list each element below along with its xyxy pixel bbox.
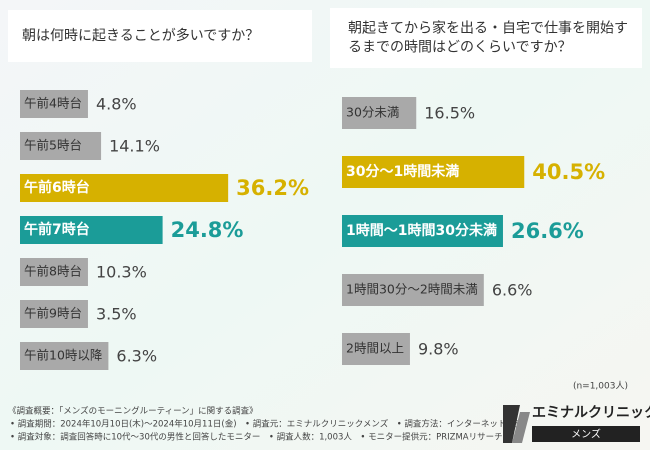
value-label: 6.6% [492, 281, 533, 300]
sample-note: (n=1,003人) [573, 381, 628, 392]
value-label: 40.5% [532, 160, 605, 184]
bar [342, 274, 484, 306]
category-label: 午前9時台 [24, 306, 82, 321]
value-label: 24.8% [171, 218, 244, 242]
category-label: 1時間～1時間30分未満 [346, 222, 497, 239]
bar [20, 300, 88, 328]
logo-icon [503, 405, 520, 443]
category-label: 午前7時台 [24, 221, 90, 238]
bar [20, 342, 109, 370]
logo-name: エミナルクリニック [532, 405, 650, 421]
bar [342, 156, 525, 188]
footer-heading: 《調査概要：「メンズのモーニングルーティーン」に関する調査》 [8, 406, 258, 417]
category-label: 午前10時以降 [24, 348, 103, 363]
value-label: 26.6% [511, 219, 584, 243]
logo-icon [512, 412, 530, 443]
category-label: 午前8時台 [24, 264, 82, 279]
bar [342, 215, 503, 247]
value-label: 36.2% [236, 176, 309, 200]
category-label: 1時間30分～2時間未満 [346, 282, 478, 297]
bar [20, 174, 229, 202]
logo-sub-box [532, 426, 640, 442]
title-box [8, 10, 312, 62]
value-label: 16.5% [424, 104, 475, 123]
value-label: 6.3% [116, 347, 157, 366]
category-label: 午前4時台 [24, 96, 82, 111]
bar [342, 97, 417, 129]
bar [20, 258, 88, 286]
bar [20, 90, 88, 118]
category-label: 午前5時台 [24, 138, 82, 153]
logo: エミナルクリニック メンズ [503, 405, 650, 443]
footer-line: • 調査対象：調査回答時に10代～30代の男性と回答したモニター • 調査人数：… [10, 432, 503, 443]
category-label: 2時間以上 [346, 341, 404, 356]
category-label: 午前6時台 [24, 179, 90, 196]
category-label: 30分未満 [346, 105, 399, 120]
bar [342, 333, 410, 365]
value-label: 14.1% [109, 137, 160, 156]
value-label: 4.8% [96, 95, 137, 114]
footer-line: • 調査期間：2024年10月10日(木)～2024年10月11日(金) • 調… [10, 419, 524, 430]
category-label: 30分～1時間未満 [346, 163, 459, 180]
bar [20, 132, 102, 160]
bar [20, 216, 163, 244]
chart-title: 朝起きてから家を出る・自宅で仕事を開始するまでの時間はどのくらいですか？ [348, 20, 628, 56]
logo-sub: メンズ [571, 428, 601, 441]
chart-title: 朝は何時に起きることが多いですか？ [22, 27, 259, 44]
value-label: 9.8% [418, 340, 459, 359]
title-box [330, 8, 642, 68]
value-label: 3.5% [96, 305, 137, 324]
value-label: 10.3% [96, 263, 147, 282]
